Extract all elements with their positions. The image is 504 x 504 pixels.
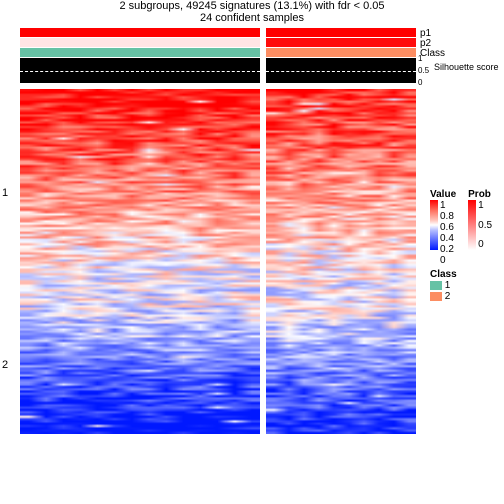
row-group-label: 1 [2,187,8,199]
value-legend: Value 10.80.60.40.20 Prob 10.50 [430,189,492,250]
title-1: 2 subgroups, 49245 signatures (13.1%) wi… [0,0,504,12]
heatmap-panel-1 [20,89,260,434]
row-group-label: 2 [2,359,8,371]
class-legend: Class 1 2 [430,269,457,302]
title-2: 24 confident samples [0,12,504,24]
heatmap-panel-2 [266,89,416,434]
